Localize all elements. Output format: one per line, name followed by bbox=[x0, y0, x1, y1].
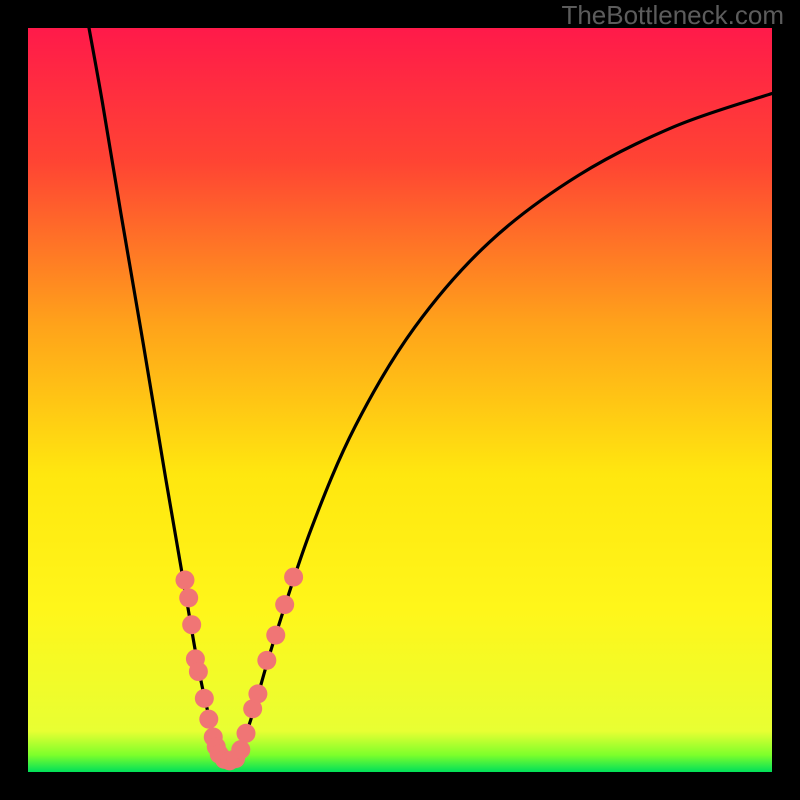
scatter-marker bbox=[231, 740, 250, 759]
gradient-background bbox=[28, 28, 772, 772]
scatter-marker bbox=[257, 651, 276, 670]
watermark-text: TheBottleneck.com bbox=[561, 0, 784, 31]
scatter-marker bbox=[179, 588, 198, 607]
chart-svg bbox=[28, 28, 772, 772]
scatter-marker bbox=[175, 571, 194, 590]
scatter-marker bbox=[236, 724, 255, 743]
scatter-marker bbox=[199, 710, 218, 729]
scatter-marker bbox=[275, 595, 294, 614]
scatter-marker bbox=[182, 615, 201, 634]
scatter-marker bbox=[248, 684, 267, 703]
plot-area bbox=[28, 28, 772, 772]
scatter-marker bbox=[266, 626, 285, 645]
scatter-marker bbox=[284, 568, 303, 587]
scatter-marker bbox=[195, 689, 214, 708]
outer-frame: TheBottleneck.com bbox=[0, 0, 800, 800]
scatter-marker bbox=[189, 662, 208, 681]
